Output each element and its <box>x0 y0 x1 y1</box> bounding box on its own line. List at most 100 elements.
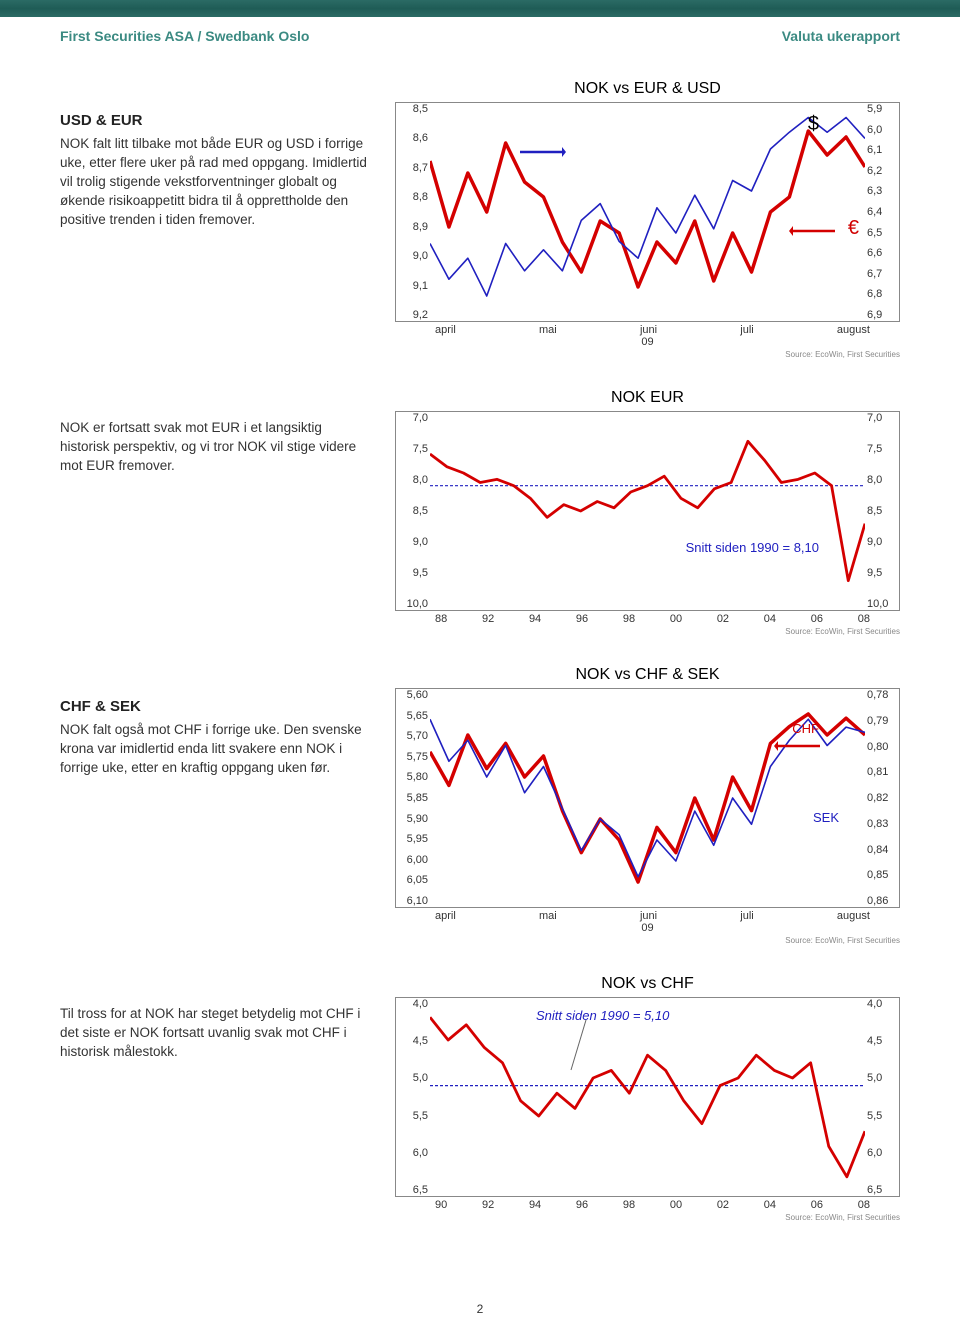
x-tick: 94 <box>529 1199 541 1211</box>
y-tick-right: 6,8 <box>867 288 882 300</box>
y-tick-left: 5,90 <box>407 813 428 825</box>
section-body: Til tross for at NOK har steget betydeli… <box>60 1005 375 1062</box>
y-tick-left: 4,0 <box>413 998 428 1010</box>
y-tick-right: 6,7 <box>867 268 882 280</box>
y-tick-right: 0,78 <box>867 689 888 701</box>
y-tick-right: 10,0 <box>867 598 888 610</box>
x-tick: juni <box>640 910 657 922</box>
x-tick: 04 <box>764 613 776 625</box>
y-tick-right: 6,1 <box>867 144 882 156</box>
y-tick-right: 6,0 <box>867 1147 882 1159</box>
section-nok-chf-text: Til tross for at NOK har steget betydeli… <box>60 975 395 1062</box>
x-sublabel: 09 <box>395 336 900 348</box>
y-tick-right: 6,5 <box>867 227 882 239</box>
y-tick-right: 0,86 <box>867 895 888 907</box>
chart-source: Source: EcoWin, First Securities <box>395 934 900 945</box>
sek-label: SEK <box>813 810 839 825</box>
section-body: NOK er fortsatt svak mot EUR i et langsi… <box>60 419 375 476</box>
y-tick-right: 0,83 <box>867 818 888 830</box>
y-tick-right: 6,6 <box>867 247 882 259</box>
y-tick-left: 8,6 <box>413 132 428 144</box>
x-sublabel: 09 <box>395 922 900 934</box>
top-stripe <box>0 0 960 18</box>
x-tick: 02 <box>717 613 729 625</box>
chf-label: CHF <box>792 721 819 736</box>
y-tick-left: 5,70 <box>407 730 428 742</box>
x-tick: juni <box>640 324 657 336</box>
y-tick-left: 6,0 <box>413 1147 428 1159</box>
section-usd-eur: USD & EUR NOK falt litt tilbake mot både… <box>60 80 395 229</box>
x-tick: mai <box>539 910 557 922</box>
y-tick-right: 0,81 <box>867 766 888 778</box>
y-tick-right: 6,5 <box>867 1184 882 1196</box>
y-tick-left: 9,0 <box>413 536 428 548</box>
x-tick: april <box>435 910 456 922</box>
y-tick-right: 0,85 <box>867 869 888 881</box>
chart-nok-eur: 7,07,58,08,59,09,510,07,07,58,08,59,09,5… <box>395 411 900 611</box>
y-tick-right: 7,0 <box>867 412 882 424</box>
y-tick-left: 4,5 <box>413 1035 428 1047</box>
x-tick: 96 <box>576 613 588 625</box>
x-tick: juli <box>740 324 753 336</box>
y-tick-right: 4,5 <box>867 1035 882 1047</box>
x-tick: 06 <box>811 613 823 625</box>
x-tick: 88 <box>435 613 447 625</box>
y-tick-left: 9,2 <box>413 309 428 321</box>
chart-title: NOK EUR <box>395 389 900 407</box>
section-body: NOK falt litt tilbake mot både EUR og US… <box>60 135 375 229</box>
y-tick-left: 5,5 <box>413 1110 428 1122</box>
header-right: Valuta ukerapport <box>782 28 900 44</box>
y-tick-left: 8,5 <box>413 103 428 115</box>
y-tick-left: 6,00 <box>407 854 428 866</box>
y-tick-right: 9,5 <box>867 567 882 579</box>
y-tick-right: 5,5 <box>867 1110 882 1122</box>
content: USD & EUR NOK falt litt tilbake mot både… <box>0 50 960 1292</box>
x-tick: 96 <box>576 1199 588 1211</box>
section-chf-sek: CHF & SEK NOK falt også mot CHF i forrig… <box>60 666 395 778</box>
y-tick-right: 6,2 <box>867 165 882 177</box>
dollar-symbol: $ <box>808 113 819 136</box>
chart-title: NOK vs EUR & USD <box>395 80 900 98</box>
y-tick-right: 4,0 <box>867 998 882 1010</box>
y-tick-right: 7,5 <box>867 443 882 455</box>
y-tick-left: 10,0 <box>407 598 428 610</box>
x-tick: august <box>837 910 870 922</box>
y-tick-left: 6,5 <box>413 1184 428 1196</box>
y-tick-right: 9,0 <box>867 536 882 548</box>
section-heading: CHF & SEK <box>60 696 375 717</box>
x-tick: 02 <box>717 1199 729 1211</box>
y-tick-left: 9,5 <box>413 567 428 579</box>
y-tick-left: 5,0 <box>413 1072 428 1084</box>
y-tick-left: 5,95 <box>407 833 428 845</box>
header-left: First Securities ASA / Swedbank Oslo <box>60 28 309 44</box>
y-tick-left: 8,8 <box>413 191 428 203</box>
y-tick-left: 8,7 <box>413 162 428 174</box>
x-tick: 94 <box>529 613 541 625</box>
y-tick-right: 5,0 <box>867 1072 882 1084</box>
x-tick: 08 <box>858 613 870 625</box>
chart-nok-chf-sek: 5,605,655,705,755,805,855,905,956,006,05… <box>395 688 900 908</box>
y-tick-right: 6,3 <box>867 185 882 197</box>
y-tick-left: 5,85 <box>407 792 428 804</box>
x-tick: 92 <box>482 613 494 625</box>
chart-title: NOK vs CHF <box>395 975 900 993</box>
x-tick: 98 <box>623 613 635 625</box>
chart-source: Source: EcoWin, First Securities <box>395 348 900 359</box>
y-tick-left: 5,60 <box>407 689 428 701</box>
x-tick: 08 <box>858 1199 870 1211</box>
chart-title: NOK vs CHF & SEK <box>395 666 900 684</box>
x-tick: april <box>435 324 456 336</box>
y-tick-left: 6,10 <box>407 895 428 907</box>
x-tick: 04 <box>764 1199 776 1211</box>
y-tick-right: 0,82 <box>867 792 888 804</box>
x-tick: 00 <box>670 613 682 625</box>
y-tick-left: 5,80 <box>407 771 428 783</box>
y-tick-right: 5,9 <box>867 103 882 115</box>
arrow-icon <box>516 145 566 159</box>
page-number: 2 <box>0 1292 960 1336</box>
avg-annotation: Snitt siden 1990 = 8,10 <box>686 540 819 555</box>
chart-source: Source: EcoWin, First Securities <box>395 625 900 636</box>
y-tick-right: 0,80 <box>867 741 888 753</box>
x-tick: 98 <box>623 1199 635 1211</box>
y-tick-right: 0,84 <box>867 844 888 856</box>
